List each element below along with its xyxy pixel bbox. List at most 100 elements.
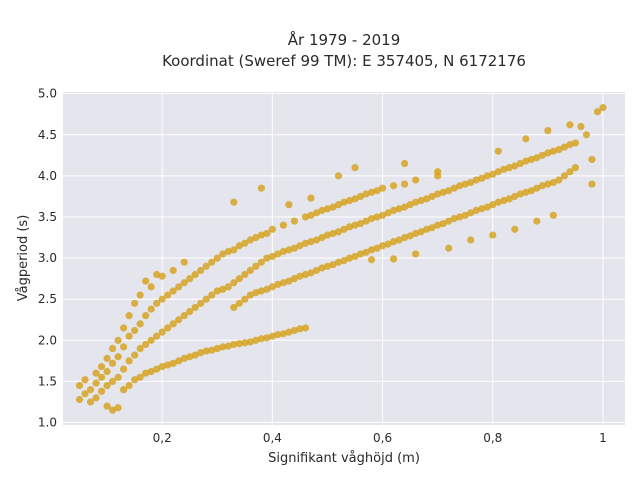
scatter-point	[114, 404, 122, 412]
scatter-point	[268, 225, 276, 233]
scatter-point	[290, 217, 299, 225]
scatter-point	[136, 291, 144, 299]
scatter-point	[268, 332, 276, 340]
y-tick-label-8: 5.0	[38, 87, 57, 101]
scatter-point	[323, 205, 332, 213]
scatter-point	[345, 223, 354, 231]
scatter-point	[213, 287, 221, 295]
scatter-point	[389, 238, 398, 246]
scatter-point	[202, 295, 210, 303]
scatter-point	[142, 312, 150, 320]
scatter-point	[208, 258, 216, 266]
scatter-point	[114, 373, 122, 381]
y-tick-label-3: 2.5	[38, 292, 57, 306]
scatter-point	[439, 188, 447, 196]
scatter-point	[456, 213, 464, 221]
x-tick-label-1: 0,4	[263, 431, 282, 445]
x-tick-label-3: 0,8	[483, 431, 502, 445]
scatter-point	[131, 326, 139, 335]
scatter-point	[290, 326, 299, 335]
scatter-point	[169, 359, 177, 367]
y-axis-title: Vågperiod (s)	[16, 215, 31, 302]
scatter-point	[406, 232, 414, 240]
scatter-point	[445, 217, 453, 225]
scatter-point	[97, 373, 106, 381]
scatter-point	[560, 143, 568, 151]
x-tick-label-2: 0,6	[373, 431, 392, 445]
scatter-point	[489, 201, 497, 209]
scatter-point	[478, 174, 486, 182]
scatter-point	[549, 211, 557, 219]
scatter-point	[456, 182, 464, 190]
scatter-point	[494, 147, 502, 155]
y-tick-label-0: 1.0	[38, 416, 57, 430]
scatter-point	[345, 196, 354, 205]
scatter-point	[125, 357, 133, 365]
scatter-point	[378, 242, 387, 250]
scatter-point	[334, 172, 343, 180]
scatter-point	[445, 244, 453, 252]
scatter-point	[389, 182, 398, 190]
scatter-point	[125, 381, 133, 390]
scatter-point	[423, 195, 431, 203]
scatter-point	[312, 266, 321, 275]
chart-title-line2: Koordinat (Sweref 99 TM): E 357405, N 61…	[162, 52, 526, 70]
scatter-point	[389, 206, 398, 214]
scatter-point	[241, 339, 249, 347]
scatter-point	[235, 299, 243, 307]
scatter-point	[423, 225, 431, 233]
scatter-point	[235, 275, 243, 283]
scatter-point	[175, 316, 183, 324]
scatter-point	[450, 184, 458, 192]
scatter-point	[257, 258, 265, 266]
scatter-point	[274, 280, 282, 288]
scatter-point	[483, 172, 491, 180]
scatter-point	[246, 291, 254, 299]
scatter-point	[158, 272, 166, 280]
scatter-point	[136, 320, 144, 328]
scatter-point	[334, 228, 343, 236]
scatter-point	[555, 176, 563, 184]
scatter-point	[186, 275, 194, 283]
scatter-point	[197, 349, 205, 357]
scatter-point	[197, 299, 205, 307]
scatter-point	[412, 198, 420, 206]
scatter-point	[75, 395, 84, 404]
scatter-point	[367, 256, 376, 264]
scatter-point	[235, 242, 243, 250]
scatter-point	[279, 247, 287, 256]
scatter-point	[268, 283, 276, 291]
scatter-point	[263, 334, 271, 342]
scatter-point	[500, 196, 508, 205]
scatter-point	[329, 203, 337, 211]
scatter-point	[246, 236, 254, 244]
scatter-point	[494, 168, 502, 176]
scatter-point	[136, 344, 144, 353]
scatter-point	[478, 205, 486, 213]
scatter-point	[434, 168, 442, 176]
scatter-point	[191, 351, 199, 359]
scatter-point	[219, 250, 227, 258]
scatter-point	[175, 283, 183, 291]
scatter-point	[97, 363, 106, 371]
scatter-point	[301, 324, 310, 332]
scatter-point	[92, 379, 100, 387]
scatter-point	[120, 343, 128, 351]
scatter-point	[252, 336, 260, 344]
scatter-point	[461, 180, 469, 188]
scatter-point	[103, 402, 111, 410]
scatter-point	[114, 353, 122, 361]
scatter-point	[296, 272, 304, 280]
scatter-point	[566, 141, 574, 149]
scatter-point	[103, 354, 111, 362]
scatter-point	[549, 178, 557, 187]
scatter-point	[362, 248, 370, 256]
scatter-point	[108, 377, 117, 386]
scatter-point	[417, 196, 425, 205]
scatter-point	[560, 172, 568, 180]
scatter-point	[301, 270, 310, 279]
scatter-point	[92, 369, 100, 377]
scatter-point	[434, 221, 442, 229]
scatter-point	[582, 131, 591, 139]
